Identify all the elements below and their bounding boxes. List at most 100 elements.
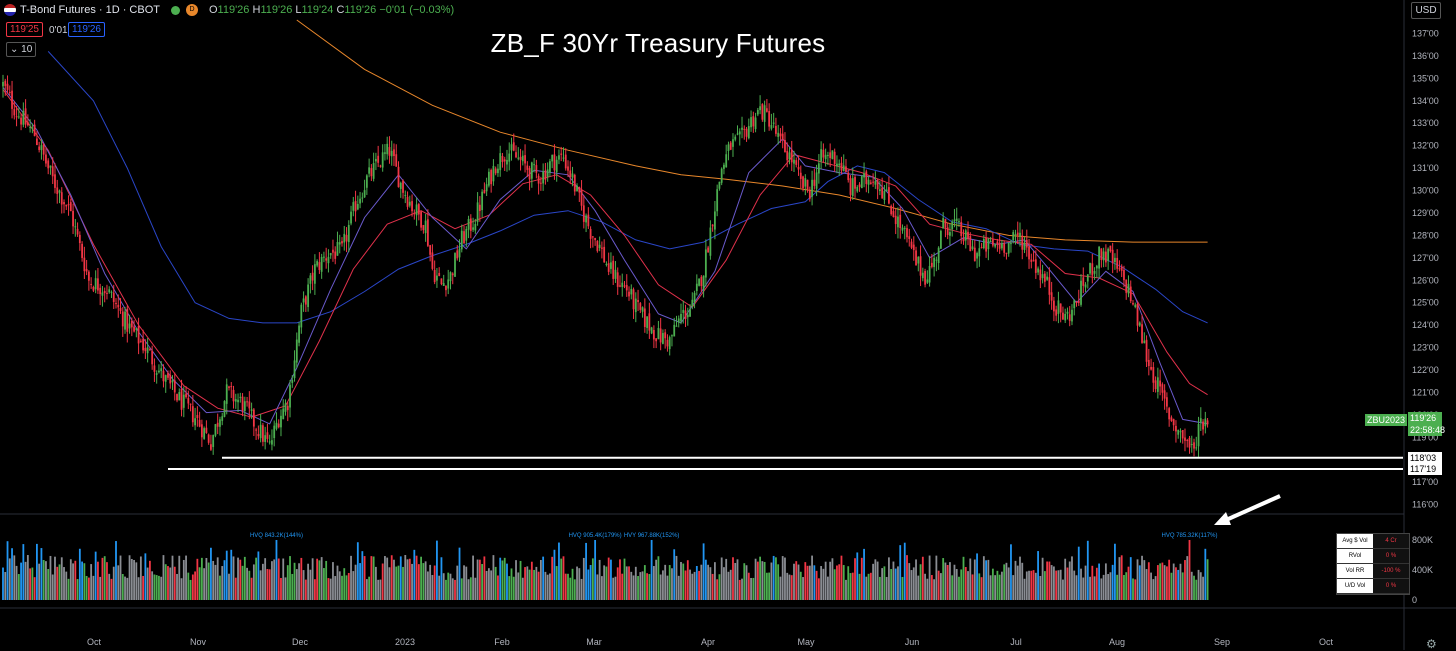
candle-body <box>1156 377 1159 392</box>
candle-body <box>1062 312 1064 320</box>
volume-bar <box>976 553 978 600</box>
volume-bar <box>598 559 601 600</box>
candle-body <box>1172 419 1175 426</box>
volume-bar <box>530 561 533 600</box>
candle-body <box>282 408 285 420</box>
candle-body <box>155 373 158 375</box>
bid-price-badge[interactable]: 119'25 <box>6 22 43 37</box>
volume-bar <box>286 565 289 600</box>
volume-bar <box>1129 557 1132 600</box>
volume-bar <box>1048 561 1051 600</box>
volume-table-row: U/D Vol 0 % <box>1337 579 1409 594</box>
volume-bar <box>537 571 540 600</box>
candle-body <box>1179 431 1182 433</box>
currency-button[interactable]: USD <box>1411 2 1441 19</box>
volume-bar <box>562 556 565 600</box>
volume-bar <box>115 541 117 600</box>
symbol-label[interactable]: T-Bond Futures · 1D · CBOT <box>20 4 160 16</box>
volume-bar <box>395 566 398 600</box>
volume-bar <box>881 568 884 600</box>
candle-body <box>399 182 402 189</box>
candle-body <box>402 180 404 193</box>
candle-body <box>734 136 737 140</box>
candle-body <box>727 144 730 151</box>
candle-body <box>393 149 395 157</box>
candle-body <box>239 396 242 398</box>
candle-body <box>836 163 838 167</box>
volume-bar <box>69 559 72 600</box>
candle-body <box>325 258 328 261</box>
volume-bar <box>628 566 630 600</box>
volume-bar <box>347 572 350 600</box>
candle-body <box>628 291 630 297</box>
candle-body <box>860 176 863 189</box>
volume-bar <box>311 558 314 600</box>
candle-body <box>935 259 938 261</box>
candle-body <box>1068 314 1071 321</box>
volume-bar <box>458 547 461 600</box>
indicator-collapse-toggle[interactable]: ⌄ 10 <box>6 42 37 57</box>
candle-body <box>601 247 603 249</box>
settings-gear-icon[interactable]: ⚙ <box>1426 637 1437 651</box>
candle-body <box>729 142 732 150</box>
candle-body <box>291 380 294 383</box>
volume-bar <box>146 567 149 600</box>
candle-body <box>1053 300 1055 312</box>
volume-bar <box>1109 572 1112 600</box>
volume-bar <box>332 562 334 600</box>
candle-body <box>671 335 673 337</box>
x-tick-label: Aug <box>1109 637 1125 647</box>
volume-bar <box>1053 566 1055 600</box>
volume-bar <box>1032 570 1035 600</box>
candle-body <box>596 240 599 252</box>
candle-body <box>662 333 664 344</box>
candle-body <box>1091 263 1094 276</box>
volume-bar <box>94 551 97 600</box>
candle-body <box>506 159 508 165</box>
candle-body <box>704 249 707 278</box>
candle-body <box>924 271 926 285</box>
volume-bar <box>384 556 386 600</box>
candle-body <box>908 236 911 240</box>
volume-bar <box>248 570 251 600</box>
candle-body <box>327 256 330 264</box>
volume-bar <box>777 564 780 600</box>
volume-bar <box>1138 565 1141 600</box>
candle-body <box>964 230 967 241</box>
candle-body <box>1016 232 1019 236</box>
volume-bar <box>894 568 897 600</box>
candle-body <box>406 196 409 207</box>
candle-body <box>463 231 465 244</box>
volume-bar <box>517 572 520 600</box>
candle-body <box>958 221 960 223</box>
ask-price-badge[interactable]: 119'26 <box>68 22 105 37</box>
candle-body <box>1032 260 1035 262</box>
candle-body <box>341 241 343 244</box>
candle-body <box>738 131 741 135</box>
candle-body <box>336 241 339 256</box>
candle-body <box>390 150 393 157</box>
candle-body <box>937 247 940 263</box>
candle-body <box>115 303 117 305</box>
candle-body <box>537 175 540 184</box>
candle-body <box>47 160 50 169</box>
volume-annotation: HVY 967.88K(152%) <box>624 533 680 539</box>
volume-bar <box>58 564 61 600</box>
volume-bar <box>729 569 732 600</box>
candle-body <box>1028 246 1030 260</box>
candle-body <box>11 90 13 109</box>
x-tick-label: Oct <box>1319 637 1334 647</box>
volume-bar <box>1156 565 1159 600</box>
volume-bar <box>874 559 877 600</box>
volume-bar <box>176 573 178 600</box>
candle-body <box>266 432 269 439</box>
candle-body <box>754 117 757 130</box>
x-tick-label: Oct <box>87 637 102 647</box>
candle-body <box>716 189 719 212</box>
volume-bar <box>454 579 456 600</box>
volume-bar <box>191 574 194 600</box>
candle-body <box>329 252 332 256</box>
candle-body <box>347 225 350 243</box>
volume-bar <box>725 558 728 600</box>
